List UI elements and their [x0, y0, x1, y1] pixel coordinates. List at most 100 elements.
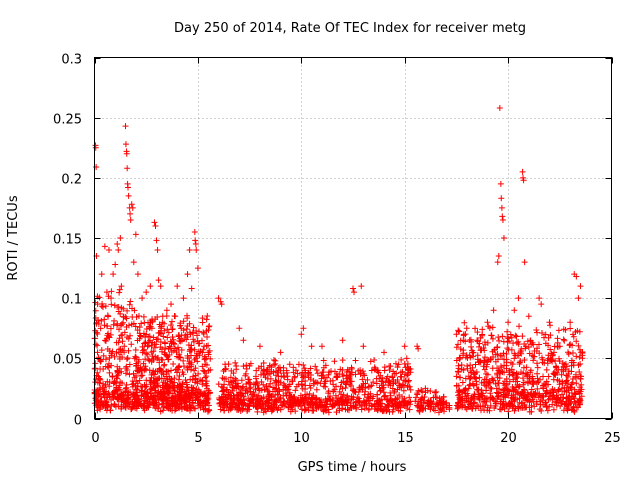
data-point: [159, 346, 166, 353]
data-point: [235, 401, 242, 408]
data-point: [504, 339, 511, 346]
data-point: [531, 347, 538, 354]
data-point: [563, 398, 570, 405]
data-point: [568, 396, 575, 403]
data-point: [258, 378, 265, 385]
data-point: [503, 380, 510, 387]
data-point: [383, 406, 390, 413]
data-point: [399, 393, 406, 400]
data-point: [132, 231, 139, 238]
data-point: [263, 398, 270, 405]
data-point: [492, 380, 499, 387]
data-point: [248, 400, 255, 407]
data-point: [218, 301, 225, 308]
data-point: [195, 340, 202, 347]
data-point: [313, 394, 320, 401]
data-point: [92, 327, 99, 334]
data-point: [427, 397, 434, 404]
data-point: [499, 333, 506, 340]
y-tick-labels: 0 0.05 0.1 0.15 0.2 0.25 0.3: [53, 53, 82, 429]
data-point: [404, 360, 411, 367]
data-point: [184, 312, 191, 319]
data-point: [386, 363, 393, 370]
data-point: [215, 381, 222, 388]
data-point: [116, 326, 123, 333]
data-point: [301, 407, 308, 414]
x-tick-label: 0: [91, 431, 99, 446]
data-point: [127, 298, 134, 305]
data-point: [391, 370, 398, 377]
data-point: [164, 326, 171, 333]
data-point: [453, 331, 460, 338]
data-point: [125, 392, 132, 399]
data-point: [490, 307, 497, 314]
data-point: [100, 366, 107, 373]
data-point: [132, 347, 139, 354]
data-point: [307, 365, 314, 372]
data-point: [299, 369, 306, 376]
data-point: [220, 388, 227, 395]
data-point: [396, 382, 403, 389]
data-point: [203, 316, 210, 323]
data-point: [370, 379, 377, 386]
data-point: [545, 334, 552, 341]
data-point: [490, 396, 497, 403]
data-point: [529, 392, 536, 399]
data-point: [483, 383, 490, 390]
data-point: [391, 398, 398, 405]
data-point: [382, 379, 389, 386]
data-point: [540, 385, 547, 392]
data-point: [339, 337, 346, 344]
data-point: [108, 396, 115, 403]
data-point: [270, 357, 277, 364]
data-point: [469, 364, 476, 371]
data-point: [134, 380, 141, 387]
data-point: [199, 319, 206, 326]
data-point: [334, 374, 341, 381]
data-point: [345, 407, 352, 414]
data-point: [104, 402, 111, 409]
data-point: [302, 395, 309, 402]
data-point: [566, 393, 573, 400]
data-point: [245, 376, 252, 383]
data-point: [100, 352, 107, 359]
data-point: [549, 351, 556, 358]
data-point: [360, 371, 367, 378]
data-point: [534, 370, 541, 377]
data-point: [267, 403, 274, 410]
data-point: [391, 388, 398, 395]
data-point: [114, 241, 121, 248]
data-point: [392, 395, 399, 402]
data-point: [147, 337, 154, 344]
data-point: [307, 385, 314, 392]
data-point: [169, 326, 176, 333]
data-point: [175, 364, 182, 371]
data-point: [535, 341, 542, 348]
data-point: [316, 402, 323, 409]
data-point: [120, 313, 127, 320]
data-point: [92, 307, 99, 314]
data-point: [312, 363, 319, 370]
data-point: [114, 394, 121, 401]
data-point: [579, 349, 586, 356]
data-point: [236, 325, 243, 332]
data-point: [495, 253, 502, 260]
data-point: [350, 285, 356, 292]
data-point: [178, 396, 185, 403]
data-point: [271, 386, 278, 393]
data-point: [115, 247, 122, 254]
data-point: [284, 373, 291, 380]
data-point: [544, 360, 551, 367]
data-point: [169, 318, 176, 325]
y-tick-label: 0.15: [53, 233, 82, 248]
data-point: [125, 192, 132, 199]
data-point: [156, 329, 163, 336]
data-point: [501, 369, 508, 376]
data-point: [521, 404, 528, 411]
data-point: [273, 385, 280, 392]
data-point: [167, 345, 174, 352]
data-point: [252, 373, 259, 380]
data-point: [135, 366, 142, 373]
data-point: [381, 349, 388, 356]
data-point: [473, 381, 480, 388]
